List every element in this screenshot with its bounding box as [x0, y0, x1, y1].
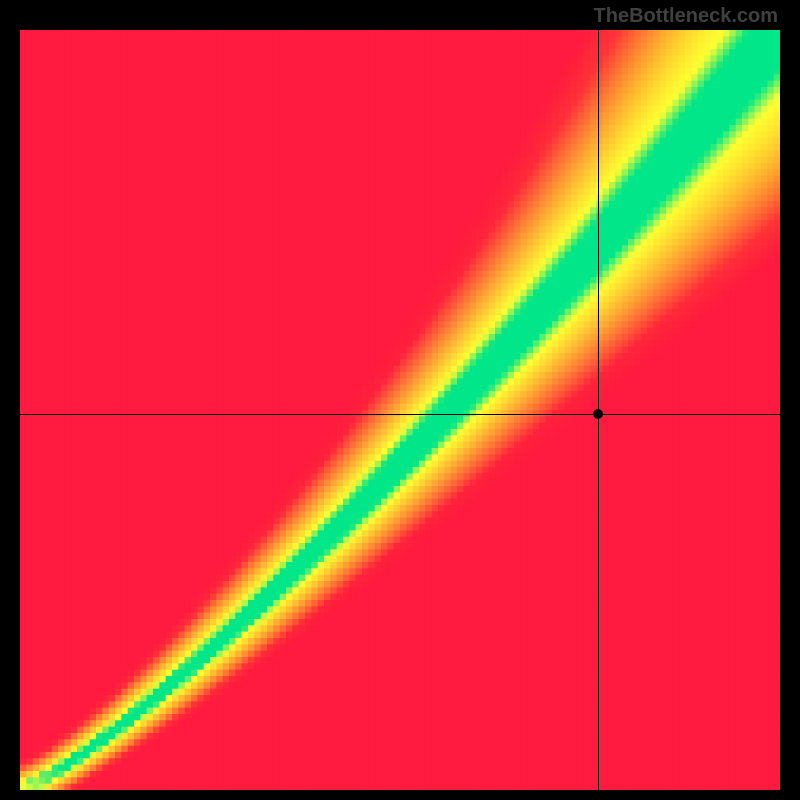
plot-area	[20, 30, 780, 790]
heatmap-canvas	[20, 30, 780, 790]
watermark-label: TheBottleneck.com	[594, 5, 778, 28]
chart-container: TheBottleneck.com	[0, 0, 800, 800]
crosshair-marker	[593, 409, 603, 419]
crosshair-horizontal	[20, 414, 780, 415]
